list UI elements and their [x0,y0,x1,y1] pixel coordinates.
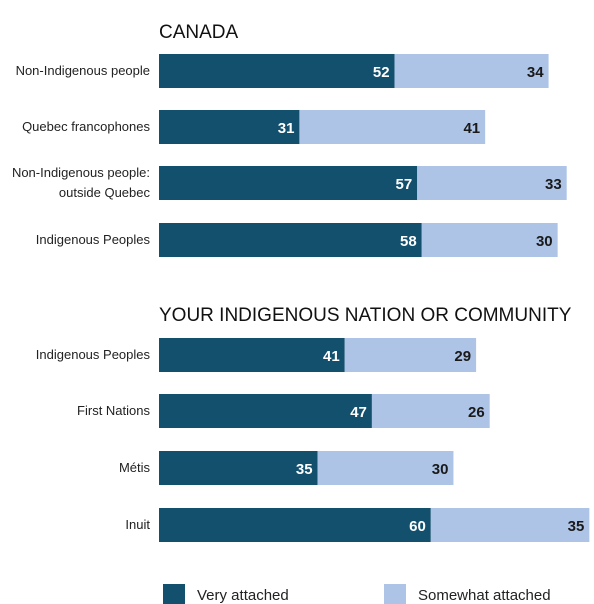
bar-very-attached [159,394,372,428]
value-label-very-attached: 52 [373,64,390,81]
value-label-very-attached: 35 [296,461,313,478]
value-label-somewhat-attached: 33 [545,176,562,193]
bar-somewhat-attached [421,223,558,257]
legend-swatch-very-attached [163,584,185,604]
bar-somewhat-attached [317,451,454,485]
legend-label-very-attached: Very attached [197,587,289,604]
category-label: Inuit [125,517,150,532]
legend-label-somewhat-attached: Somewhat attached [418,587,551,604]
value-label-very-attached: 58 [400,233,417,250]
value-label-very-attached: 60 [409,518,426,535]
value-label-somewhat-attached: 34 [527,64,544,81]
value-label-somewhat-attached: 26 [468,404,485,421]
panel-title: CANADA [159,22,239,43]
bar-somewhat-attached [344,338,477,372]
legend-swatch-somewhat-attached [384,584,406,604]
value-label-somewhat-attached: 30 [432,461,449,478]
bar-somewhat-attached [417,166,567,200]
bar-somewhat-attached [299,110,486,144]
category-label: First Nations [77,403,150,418]
bar-very-attached [159,223,422,257]
value-label-very-attached: 47 [350,404,367,421]
category-label: outside Quebec [59,185,151,200]
value-label-very-attached: 31 [278,120,295,137]
value-label-somewhat-attached: 41 [463,120,480,137]
bar-very-attached [159,451,318,485]
bar-somewhat-attached [430,508,590,542]
value-label-very-attached: 41 [323,348,340,365]
category-label: Non-Indigenous people: [12,165,150,180]
category-label: Métis [119,460,151,475]
category-label: Indigenous Peoples [36,232,151,247]
bar-very-attached [159,508,431,542]
bar-very-attached [159,338,345,372]
value-label-somewhat-attached: 35 [568,518,585,535]
bar-somewhat-attached [371,394,490,428]
bar-very-attached [159,54,395,88]
panel-title: YOUR INDIGENOUS NATION OR COMMUNITY [159,305,572,326]
bar-somewhat-attached [394,54,549,88]
value-label-very-attached: 57 [396,176,413,193]
value-label-somewhat-attached: 29 [454,348,471,365]
value-label-somewhat-attached: 30 [536,233,553,250]
bar-very-attached [159,166,418,200]
category-label: Indigenous Peoples [36,347,151,362]
bar-very-attached [159,110,300,144]
category-label: Quebec francophones [22,119,150,134]
category-label: Non-Indigenous people [16,63,150,78]
